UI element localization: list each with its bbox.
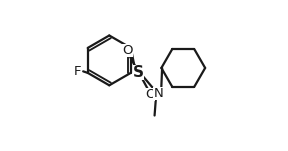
Text: N: N bbox=[154, 87, 163, 100]
Text: O: O bbox=[145, 88, 155, 101]
Text: O: O bbox=[122, 44, 133, 57]
Text: S: S bbox=[133, 65, 144, 80]
Text: F: F bbox=[74, 65, 82, 78]
